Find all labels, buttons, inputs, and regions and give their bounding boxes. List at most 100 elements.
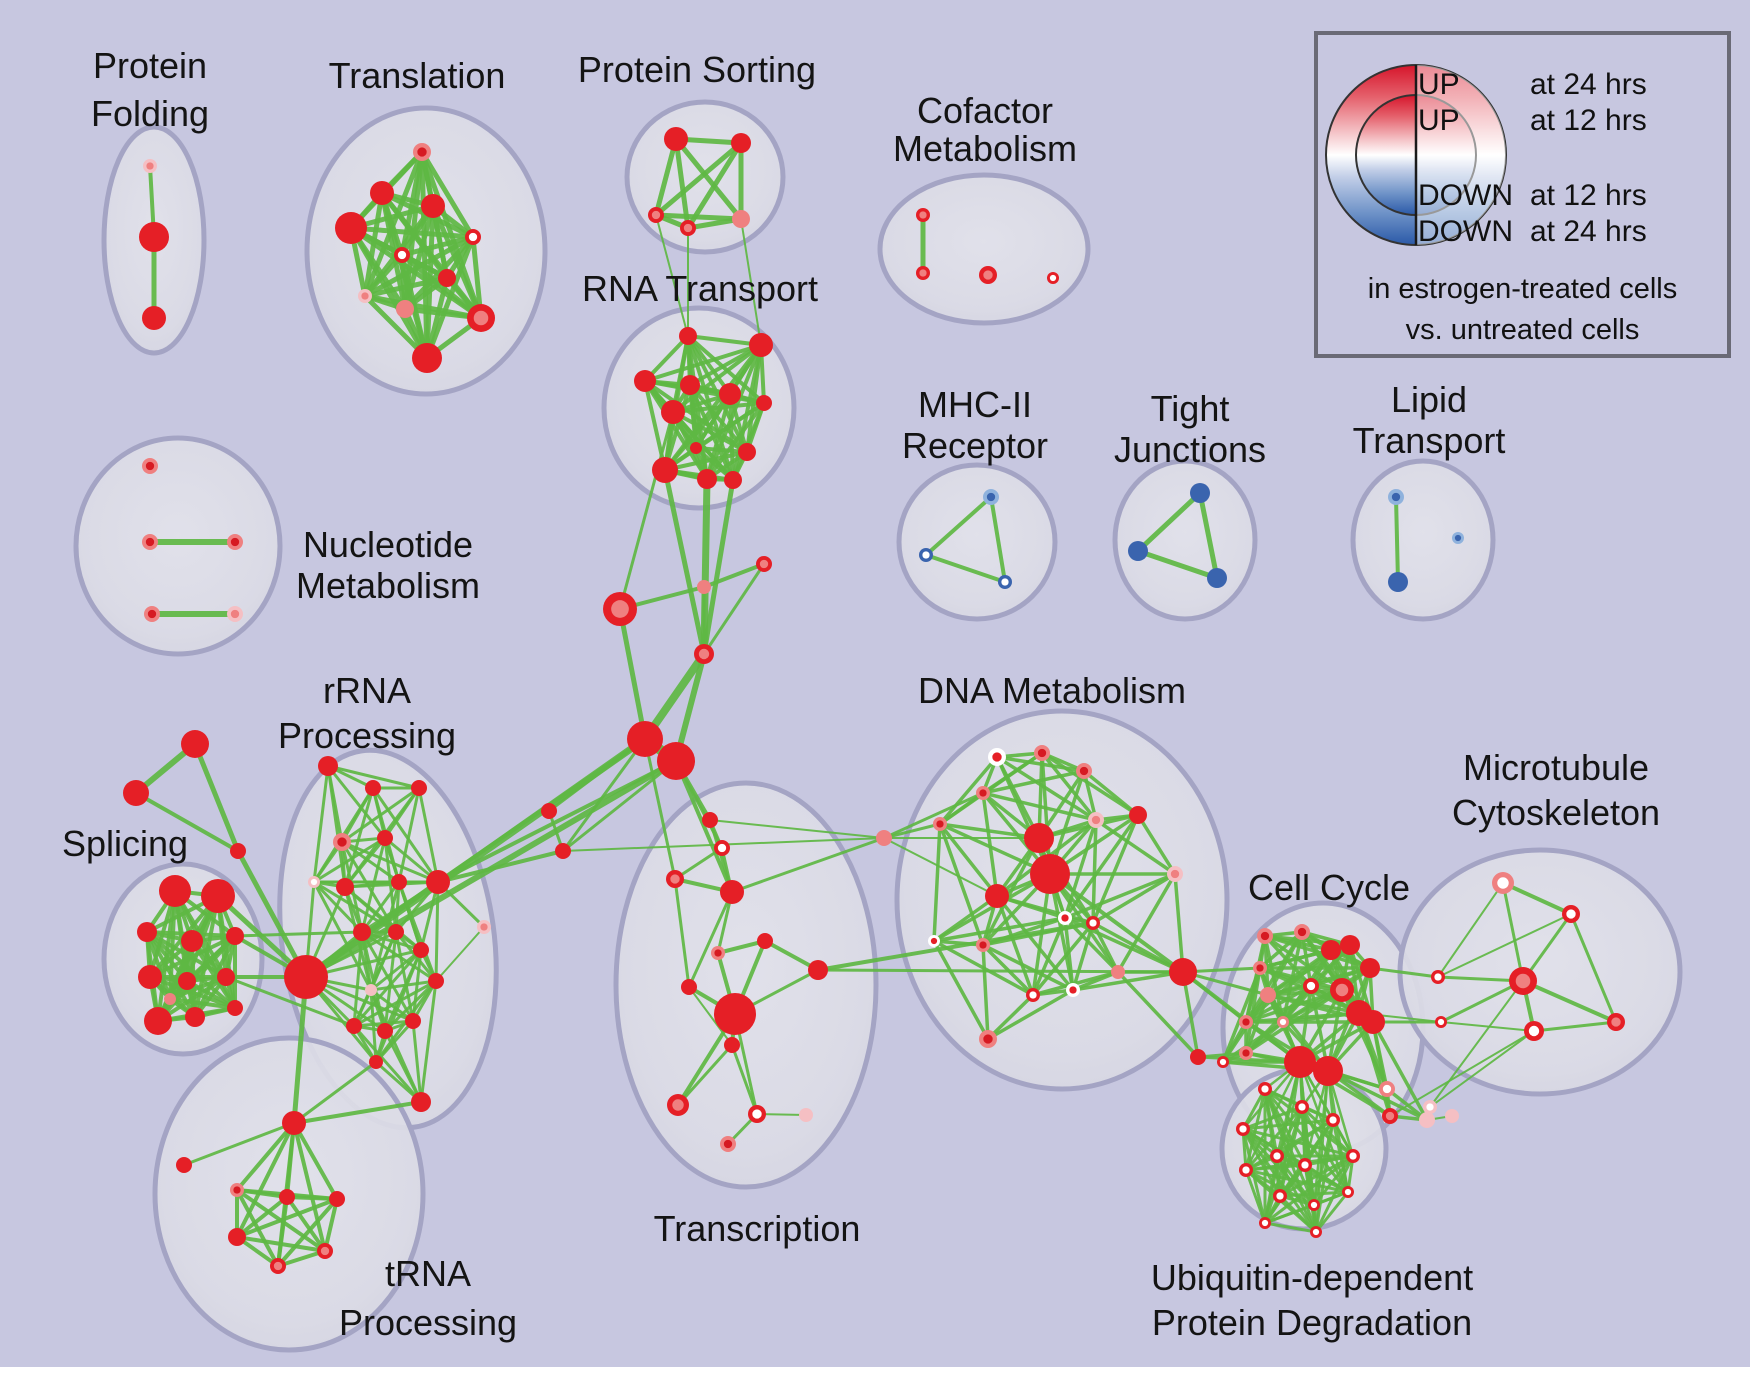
network-edge <box>419 149 476 240</box>
network-edge <box>369 948 423 992</box>
network-edge <box>1040 751 1140 817</box>
network-edge <box>235 1235 327 1253</box>
node-n2 <box>142 534 158 550</box>
network-edge <box>1521 979 1618 1024</box>
network-edge <box>981 791 999 898</box>
network-edge <box>352 1024 423 1104</box>
network-edge <box>1244 948 1333 1024</box>
network-edge <box>276 1195 289 1268</box>
network-edge <box>1263 1190 1350 1225</box>
network-edge <box>1278 1060 1302 1198</box>
network-edge <box>673 136 691 231</box>
node-hub2 <box>657 742 695 780</box>
node-rr12 <box>413 942 429 958</box>
network-edge <box>343 836 387 889</box>
node-u10 <box>1308 1199 1320 1211</box>
cluster-label-cell_cycle: Cell Cycle <box>1248 867 1410 908</box>
node-r6 <box>756 395 772 411</box>
node-d20 <box>1190 1049 1206 1065</box>
legend-time: at 12 hrs <box>1530 179 1647 212</box>
node-cc12 <box>1239 1015 1253 1029</box>
network-edge <box>671 401 766 414</box>
node-u12 <box>1259 1217 1271 1229</box>
network-edge <box>938 755 999 826</box>
legend-label: UP <box>1418 104 1460 137</box>
node-h1 <box>230 1183 244 1197</box>
network-edge <box>312 836 387 884</box>
network-edge <box>1196 1055 1302 1064</box>
node-cc11 <box>1361 1010 1385 1034</box>
node-s12 <box>227 1000 243 1016</box>
node-d11 <box>928 935 940 947</box>
legend-footer-line2: vs. untreated cells <box>1405 314 1640 346</box>
cluster-label-lipid: Transport <box>1353 420 1506 461</box>
node-x11 <box>667 1094 689 1116</box>
node-ps3 <box>648 207 664 223</box>
node-cc16 <box>1284 1046 1316 1078</box>
legend-label: UP <box>1418 68 1460 101</box>
node-t9 <box>396 300 414 318</box>
node-rr6 <box>308 876 320 888</box>
network-edge <box>224 975 356 1028</box>
node-r4 <box>680 375 700 395</box>
node-u1 <box>1236 1122 1250 1136</box>
cluster-label-rrna: rRNA <box>323 670 411 711</box>
network-edge <box>369 880 401 992</box>
node-rr1 <box>318 756 338 776</box>
node-rr11 <box>388 924 404 940</box>
network-edge <box>1135 548 1220 581</box>
network-edge <box>662 467 707 657</box>
node-rr4 <box>333 833 351 851</box>
network-edge <box>1389 1030 1535 1117</box>
node-mt4 <box>1524 1021 1544 1041</box>
node-tj1 <box>1190 483 1210 503</box>
node-mt2 <box>1562 905 1580 923</box>
node-x2 <box>714 840 730 856</box>
cluster-label-nucleotide: Metabolism <box>296 565 480 606</box>
network-edge <box>285 1195 339 1201</box>
node-cc9 <box>1330 978 1354 1002</box>
network-edge <box>1244 1060 1302 1172</box>
network-edge <box>932 894 999 943</box>
network-edge <box>643 343 763 383</box>
node-rr7 <box>336 878 354 896</box>
node-cf1 <box>916 208 930 222</box>
legend-time: at 24 hrs <box>1530 215 1647 248</box>
node-x12 <box>748 1105 766 1123</box>
network-edge <box>1031 916 1067 997</box>
node-d12 <box>976 938 990 952</box>
network-edge <box>643 737 677 881</box>
node-rr15 <box>377 1023 393 1039</box>
node-mt3 <box>1509 967 1537 995</box>
cluster-label-trna: Processing <box>339 1302 517 1343</box>
network-edge <box>326 764 387 840</box>
node-r11 <box>697 469 717 489</box>
network-edge <box>399 252 484 321</box>
cluster-nucleotide <box>73 435 283 657</box>
network-edge <box>1063 872 1177 920</box>
node-x8 <box>714 993 756 1035</box>
network-edge <box>276 1197 339 1268</box>
network-edge <box>924 553 1007 584</box>
network-edge <box>1181 970 1270 997</box>
legend-label: DOWN <box>1418 215 1513 248</box>
network-edge <box>411 1019 423 1104</box>
network-edge <box>312 880 373 992</box>
node-cc18 <box>1379 1081 1395 1097</box>
network-edge <box>1244 1087 1267 1172</box>
network-edge <box>285 1195 327 1253</box>
network-edge <box>1437 913 1572 978</box>
network-edge <box>235 1121 296 1192</box>
network-edge <box>676 1043 734 1107</box>
network-edge <box>1371 1020 1429 1122</box>
network-edge <box>728 392 735 482</box>
node-x10 <box>724 1037 740 1053</box>
network-edge <box>340 840 440 884</box>
node-s9 <box>164 993 176 1005</box>
node-d9 <box>1030 854 1070 894</box>
network-edge <box>340 786 421 844</box>
network-edge <box>547 737 647 813</box>
network-edge <box>1263 1060 1302 1225</box>
network-edge <box>932 822 942 943</box>
network-edge <box>145 930 172 1001</box>
